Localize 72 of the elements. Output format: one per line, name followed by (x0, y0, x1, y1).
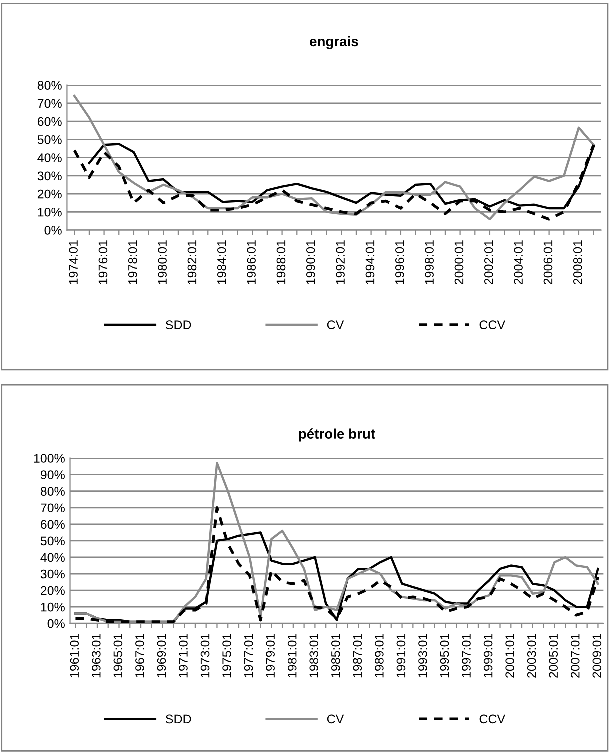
y-tick-label: 80% (40, 487, 65, 496)
legend-label: SDD (166, 714, 192, 724)
x-tick-label: 1981:01 (288, 634, 297, 678)
x-tick-label: 1986:01 (247, 240, 256, 284)
x-tick-label: 2009:01 (592, 634, 602, 678)
y-tick-label: 90% (40, 470, 65, 480)
chart-title: pétrole brut (299, 428, 376, 442)
x-tick-label: 2006:01 (544, 240, 553, 285)
x-tick-label: 1974:01 (69, 240, 78, 284)
y-tick-label: 10% (38, 208, 62, 217)
y-tick-label: 40% (40, 553, 65, 562)
x-tick-label: 1998:01 (425, 240, 434, 284)
x-tick-label: 2002:01 (484, 240, 494, 285)
y-tick-label: 20% (38, 190, 62, 199)
x-tick-label: 1991:01 (396, 634, 406, 678)
y-tick-label: 70% (38, 99, 62, 108)
x-tick-label: 1999:01 (484, 634, 493, 678)
legend-label: CV (327, 714, 344, 724)
x-tick-label: 1989:01 (375, 634, 384, 678)
x-tick-label: 1987:01 (353, 634, 362, 678)
x-tick-label: 1961:01 (70, 634, 80, 678)
y-tick-label: 0% (48, 619, 65, 628)
y-tick-label: 10% (41, 602, 65, 612)
x-tick-label: 1980:01 (158, 240, 167, 284)
x-tick-label: 1978:01 (128, 240, 138, 284)
y-tick-label: 0% (44, 226, 62, 235)
chart-title: engrais (310, 36, 358, 50)
x-tick-label: 1984:01 (217, 240, 226, 284)
x-tick-label: 1969:01 (157, 634, 166, 678)
x-tick-label: 1997:01 (462, 634, 471, 678)
legend-label: CCV (480, 714, 506, 724)
legend-label: CCV (480, 320, 506, 330)
x-tick-label: 1985:01 (331, 634, 340, 678)
x-tick-label: 1973:01 (200, 634, 210, 678)
x-tick-label: 2001:01 (506, 634, 514, 678)
y-tick-label: 70% (41, 504, 65, 513)
line-series (74, 506, 600, 624)
x-tick-label: 1996:01 (395, 240, 404, 284)
x-tick-label: 2000:01 (454, 240, 464, 285)
y-tick-label: 100% (34, 454, 65, 463)
legend-label: CV (327, 320, 344, 330)
x-tick-label: 1992:01 (336, 240, 345, 284)
x-tick-label: 2003:01 (527, 634, 536, 678)
x-tick-label: 2005:01 (549, 634, 558, 678)
y-tick-label: 50% (40, 536, 65, 546)
x-tick-label: 2007:01 (570, 634, 580, 678)
x-tick-label: 1982:01 (188, 240, 197, 284)
x-tick-label: 1971:01 (179, 634, 188, 678)
x-tick-label: 1990:01 (306, 240, 316, 284)
x-tick-label: 1979:01 (266, 634, 276, 678)
x-tick-label: 1975:01 (222, 634, 232, 678)
x-tick-label: 1963:01 (92, 634, 101, 678)
y-tick-label: 50% (38, 135, 62, 144)
x-tick-label: 1967:01 (136, 634, 144, 678)
x-tick-label: 1988:01 (276, 240, 286, 284)
y-tick-label: 30% (38, 172, 62, 181)
y-tick-label: 60% (41, 520, 65, 530)
y-tick-label: 30% (40, 570, 65, 579)
y-tick-label: 40% (38, 154, 62, 162)
x-tick-label: 1995:01 (440, 634, 450, 678)
x-tick-label: 2008:01 (573, 240, 582, 285)
legend-label: SDD (166, 320, 192, 330)
x-tick-label: 1977:01 (244, 634, 254, 678)
x-tick-label: 1976:01 (98, 240, 108, 284)
x-tick-label: 2004:01 (514, 240, 523, 285)
x-tick-label: 1993:01 (418, 634, 428, 678)
x-tick-label: 1994:01 (366, 240, 375, 284)
y-tick-label: 20% (41, 586, 65, 596)
y-tick-label: 60% (38, 117, 62, 126)
x-tick-label: 1983:01 (310, 634, 319, 678)
x-tick-label: 1965:01 (114, 634, 123, 678)
y-tick-label: 80% (38, 81, 62, 90)
